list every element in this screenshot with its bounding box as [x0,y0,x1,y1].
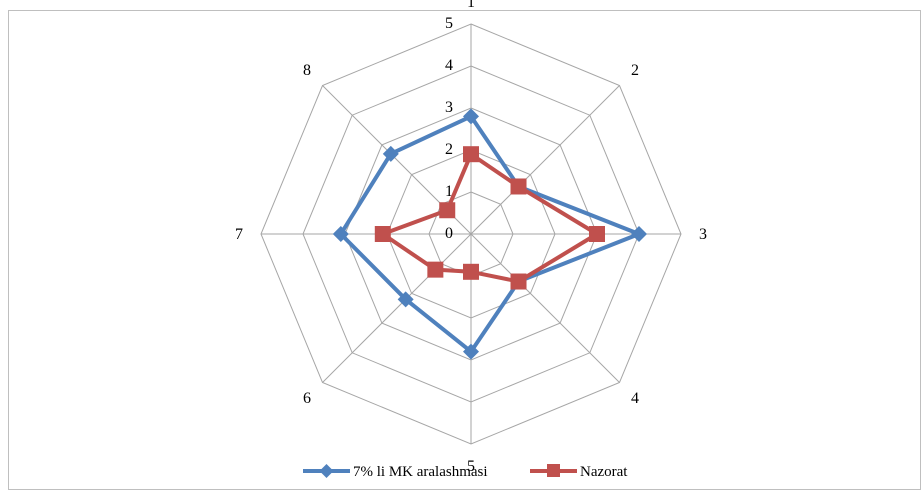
category-label: 5 [467,458,475,475]
data-point-diamond [382,145,399,162]
category-labels: 1 2 3 4 5 6 7 8 [235,0,707,475]
legend-item-series-1: 7% li MK aralashmasi [303,464,488,480]
category-label: 6 [303,390,311,407]
data-point-square [589,226,605,242]
legend-square-marker [547,464,560,477]
tick-label: 4 [445,57,453,74]
chart-area [8,10,921,490]
data-point-diamond [631,226,647,242]
legend: 7% li MK aralashmasi Nazorat [303,464,628,480]
data-point-square [463,146,479,163]
tick-label: 1 [445,183,453,200]
data-point-square [374,226,391,242]
tick-label: 3 [445,99,453,116]
legend-label-series-2: Nazorat [580,464,628,480]
category-label: 3 [699,226,707,243]
data-point-square [510,178,527,195]
category-label: 2 [631,62,639,79]
grid-spoke-4 [470,233,620,383]
series-2 [374,146,605,290]
data-point-square [439,202,456,219]
data-point-square [427,261,444,278]
legend-label-series-1: 7% li MK aralashmasi [353,464,488,480]
data-point-square [510,273,527,290]
category-label: 7 [235,226,243,243]
category-label: 4 [631,390,639,407]
data-point-diamond [463,108,479,125]
grid-spoke-2 [470,85,620,235]
radar-grid [260,23,682,445]
grid-spoke-6 [322,233,472,383]
tick-label: 0 [445,225,453,242]
data-point-diamond [463,343,479,360]
category-label: 1 [467,0,475,11]
legend-diamond-marker [319,464,334,478]
legend-item-series-2: Nazorat [530,464,628,480]
data-point-square [463,263,479,280]
data-point-diamond [397,291,414,308]
data-series [332,108,647,360]
radial-tick-labels: 0 1 2 3 4 5 [445,15,453,242]
tick-label: 5 [445,15,453,32]
category-label: 8 [303,62,311,79]
data-point-diamond [332,226,349,242]
tick-label: 2 [445,141,453,158]
